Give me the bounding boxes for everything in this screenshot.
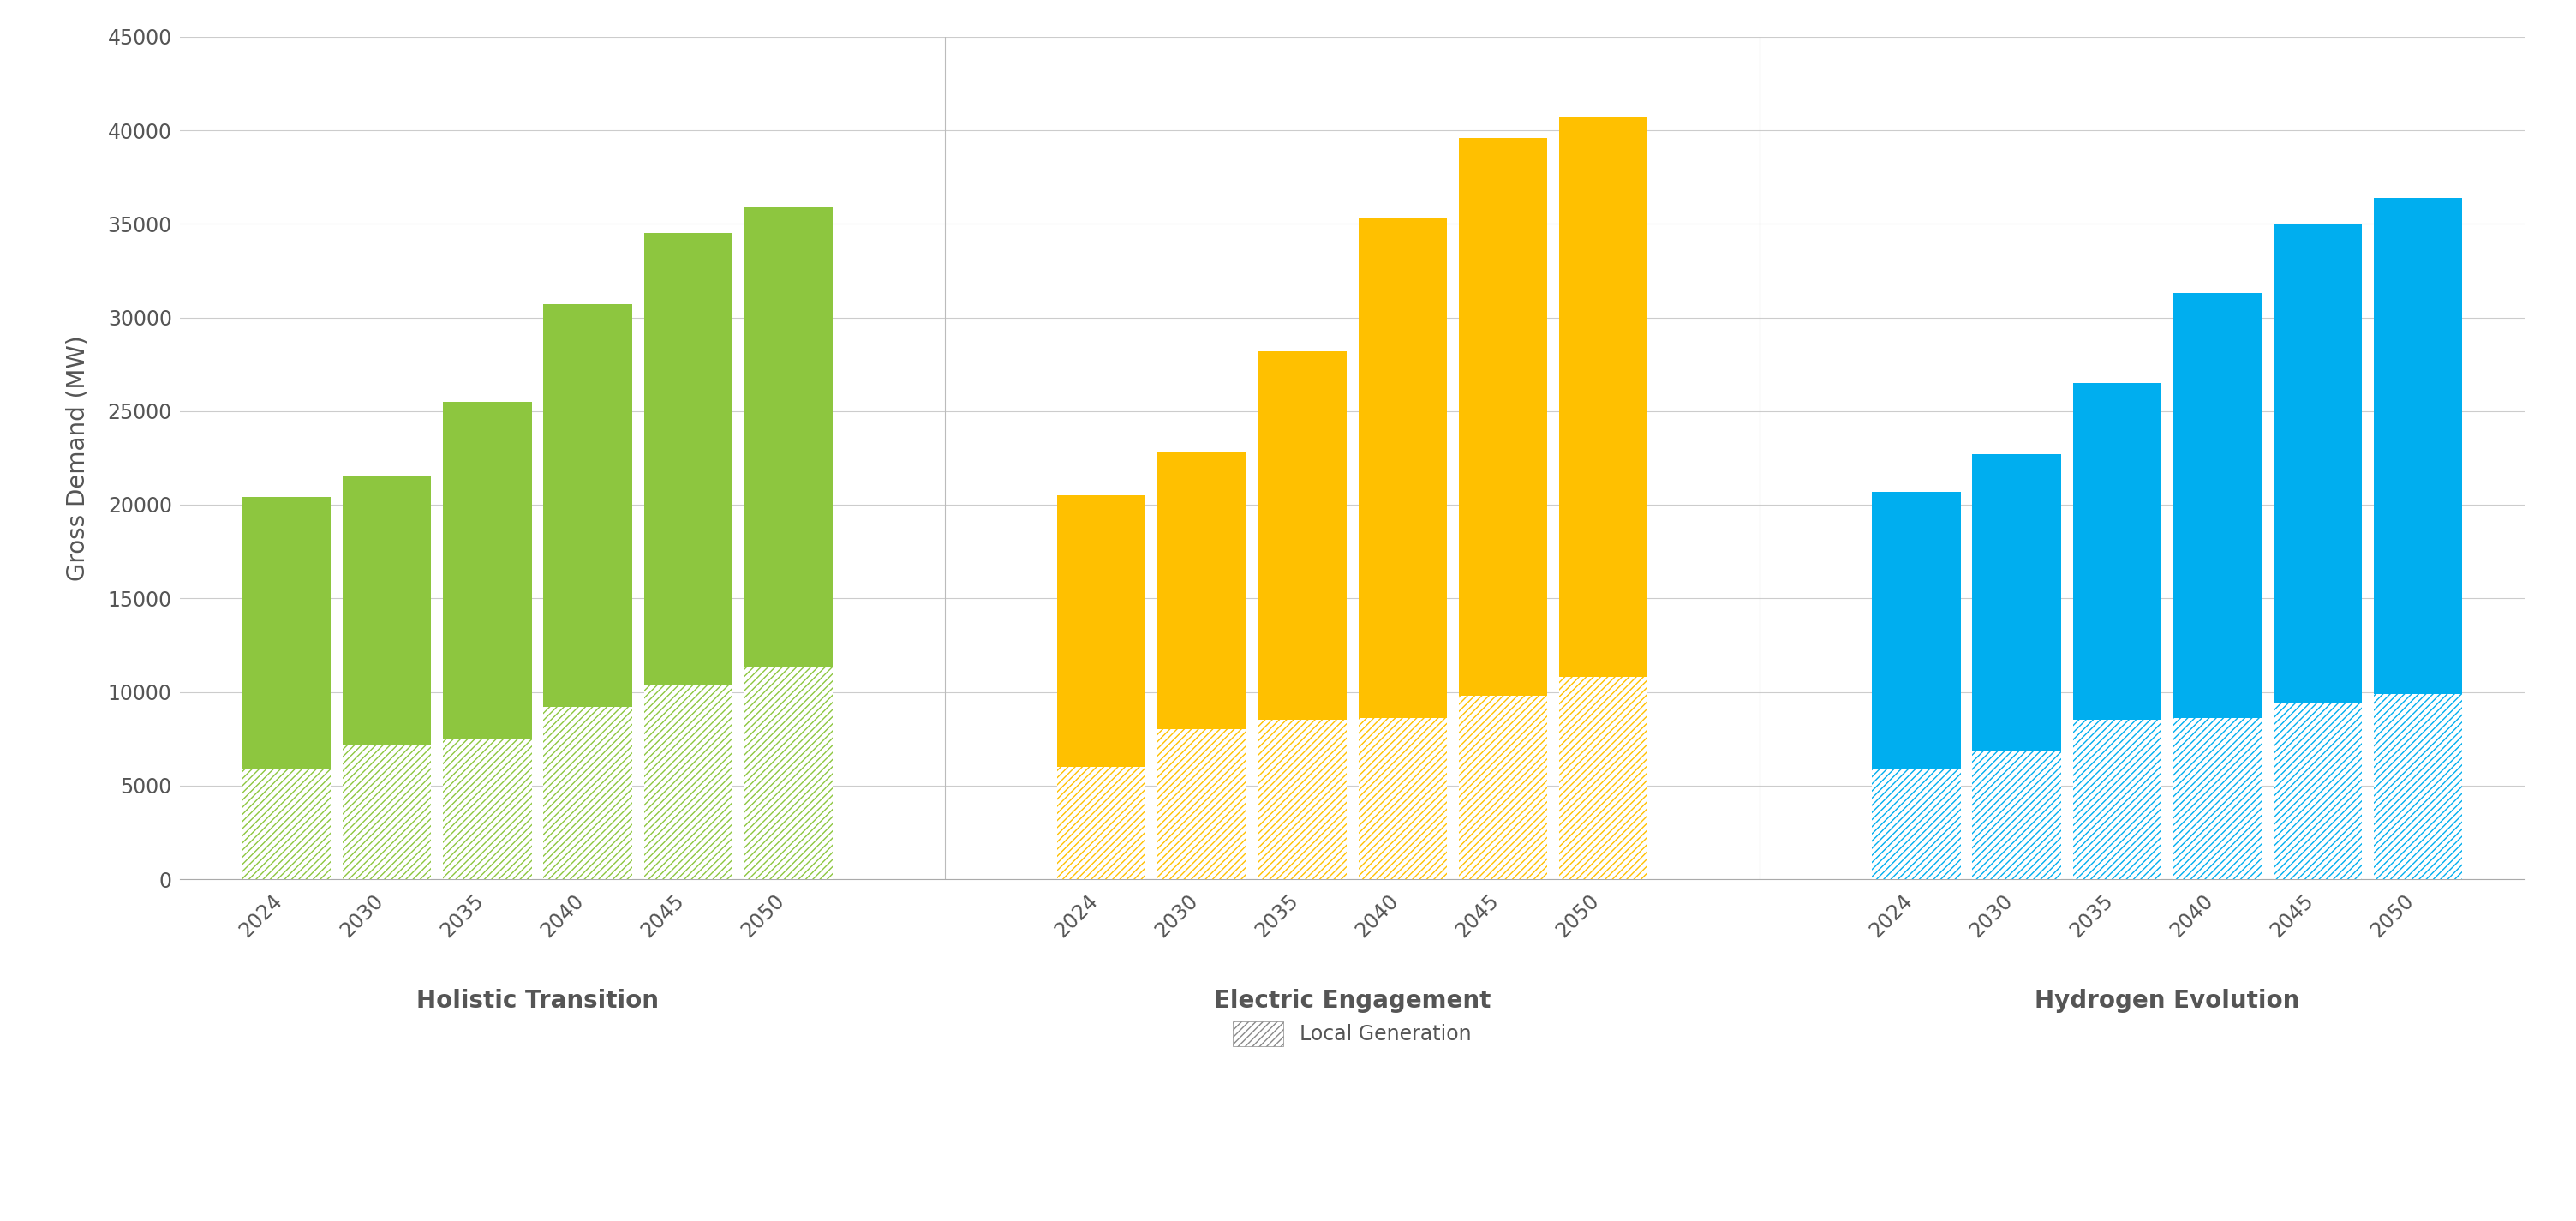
Text: Holistic Transition: Holistic Transition [417,989,659,1012]
Legend: Local Generation: Local Generation [1226,1013,1479,1055]
Bar [343,745,430,879]
Bar [2375,694,2463,879]
Bar [2174,718,2262,879]
Bar [644,685,732,879]
Bar [744,668,832,879]
Bar [242,769,330,879]
Bar [1873,492,1960,879]
Bar [1056,767,1146,879]
Bar [1458,696,1548,879]
Text: Hydrogen Evolution: Hydrogen Evolution [2035,989,2300,1012]
Bar [1056,496,1146,879]
Bar [1458,138,1548,879]
Bar [1257,720,1347,879]
Bar [242,769,330,879]
Bar [1873,769,1960,879]
Bar [644,685,732,879]
Bar [1056,767,1146,879]
Bar [1358,219,1448,879]
Bar [2275,703,2362,879]
Bar [2174,718,2262,879]
Bar [1458,696,1548,879]
Bar [443,739,531,879]
Bar [1973,752,2061,879]
Bar [744,668,832,879]
Bar [2275,223,2362,879]
Bar [544,707,631,879]
Bar [343,745,430,879]
Bar [242,497,330,879]
Bar [644,233,732,879]
Bar [1873,769,1960,879]
Bar [2074,720,2161,879]
Bar [1257,720,1347,879]
Y-axis label: Gross Demand (MW): Gross Demand (MW) [67,335,90,581]
Bar [2174,293,2262,879]
Bar [2375,694,2463,879]
Bar [1973,752,2061,879]
Bar [1558,676,1649,879]
Bar [544,304,631,879]
Bar [2375,198,2463,879]
Text: Electric Engagement: Electric Engagement [1213,989,1492,1012]
Bar [2074,383,2161,879]
Bar [744,208,832,879]
Bar [1358,718,1448,879]
Bar [1157,729,1247,879]
Bar [343,476,430,879]
Bar [443,739,531,879]
Bar [1157,452,1247,879]
Bar [2275,703,2362,879]
Bar [1558,117,1649,879]
Bar [1257,352,1347,879]
Bar [1358,718,1448,879]
Bar [443,402,531,879]
Bar [1558,676,1649,879]
Bar [1157,729,1247,879]
Bar [1973,454,2061,879]
Bar [2074,720,2161,879]
Bar [544,707,631,879]
